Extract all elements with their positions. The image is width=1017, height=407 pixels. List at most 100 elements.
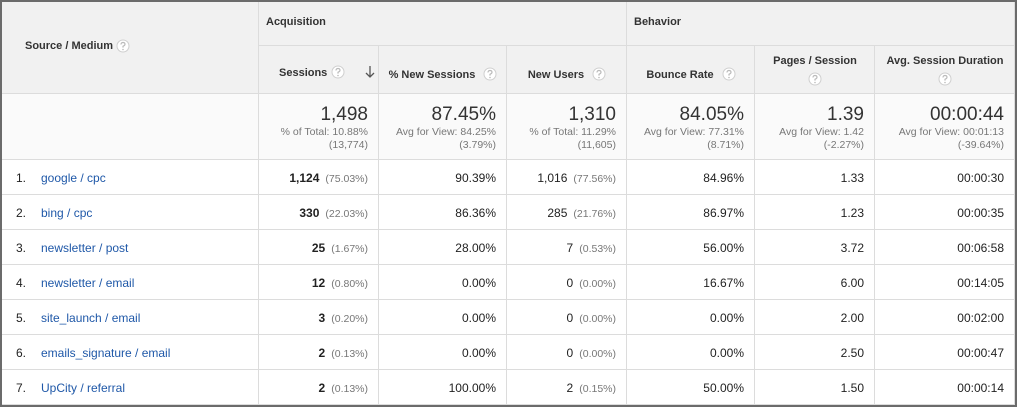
metric-value: 0 [566,346,574,360]
total-detail: (11,605) [577,139,616,151]
metric-wrap: 2 (0.13%) [319,381,368,395]
help-icon[interactable] [592,67,606,81]
source-link[interactable]: emails_signature / email [41,346,171,360]
metric-wrap: 84.96% [703,171,744,185]
metric-wrap: 100.00% [449,381,496,395]
column-label: Sessions [279,67,328,79]
totals-cell: 87.45% Avg for View: 84.25% (3.79%) [379,94,507,160]
totals-label-cell [2,94,259,160]
group-header: Acquisition [259,2,627,46]
help-icon[interactable] [722,67,736,81]
metric-wrap: 1,016 (77.56%) [537,171,616,185]
metric-wrap: 0 (0.00%) [567,311,616,325]
metric-value: 1.50 [840,381,864,395]
metric-wrap: 1,124 (75.03%) [289,171,368,185]
metric-cell: 0.00% [379,300,507,335]
metric-wrap: 1.50 [841,381,864,395]
column-header[interactable]: % New Sessions [379,46,507,94]
metric-cell: 86.36% [379,195,507,230]
metric-share: (77.56%) [573,173,616,185]
metric-cell: 2 (0.15%) [507,370,627,405]
source-cell: 2. bing / cpc [2,195,259,230]
metric-wrap: 00:00:14 [957,381,1004,395]
sort-arrow[interactable] [365,65,375,79]
metric-value: 2 [566,381,574,395]
column-label-wrap: % New Sessions [379,67,507,81]
metric-wrap: 00:14:05 [957,276,1004,290]
source-link[interactable]: google / cpc [41,171,106,185]
metric-value: 3.72 [840,241,864,255]
column-label: New Users [527,69,585,81]
metric-value: 1.23 [840,206,864,220]
metric-cell: 00:00:47 [875,335,1015,370]
help-icon[interactable] [808,72,822,86]
source-link[interactable]: UpCity / referral [41,381,126,395]
metric-wrap: 0 (0.00%) [567,276,616,290]
metric-value: 0 [566,311,574,325]
group-header: Behavior [627,2,1015,46]
metric-wrap: 56.00% [703,241,744,255]
metric-cell: 1,124 (75.03%) [259,160,379,195]
column-header[interactable]: Sessions [259,46,379,94]
metric-cell: 100.00% [379,370,507,405]
metric-share: (0.00%) [579,313,616,325]
metric-wrap: 2 (0.15%) [567,381,616,395]
metric-wrap: 90.39% [455,171,496,185]
column-header[interactable]: Pages / Session [755,46,875,94]
metric-wrap: 0.00% [462,276,496,290]
help-icon[interactable] [938,72,952,86]
source-link[interactable]: newsletter / email [41,276,135,290]
metric-value: 2.00 [840,311,864,325]
column-label: Avg. Session Duration [886,55,1004,67]
metric-cell: 25 (1.67%) [259,230,379,265]
column-header[interactable]: New Users [507,46,627,94]
column-label: % New Sessions [388,69,476,81]
metric-share: (75.03%) [325,173,368,185]
metric-value: 84.96% [703,171,744,185]
metric-value: 0.00% [709,311,744,325]
metric-wrap: 28.00% [455,241,496,255]
metric-value: 00:02:00 [957,311,1004,325]
metric-wrap: 00:00:30 [957,171,1004,185]
header-label: Source / Medium [25,40,114,52]
metric-cell: 00:14:05 [875,265,1015,300]
metric-wrap: 86.97% [703,206,744,220]
row-index: 7. [16,381,27,395]
metric-value: 00:14:05 [957,276,1004,290]
group-label: Behavior [634,16,682,28]
column-header[interactable]: Avg. Session Duration [875,46,1015,94]
metric-cell: 90.39% [379,160,507,195]
source-link[interactable]: bing / cpc [41,206,93,220]
source-cell: 6. emails_signature / email [2,335,259,370]
column-header[interactable]: Bounce Rate [627,46,755,94]
help-icon[interactable] [116,39,130,53]
metric-cell: 00:06:58 [875,230,1015,265]
metric-wrap: 2.00 [841,311,864,325]
metric-value: 1,016 [537,171,568,185]
metric-share: (1.67%) [331,243,368,255]
source-link[interactable]: site_launch / email [41,311,141,325]
metric-share: (0.13%) [331,348,368,360]
total-detail: (3.79%) [459,139,496,151]
metric-value: 0.00% [461,346,496,360]
metric-value: 0 [566,276,574,290]
source-link[interactable]: newsletter / post [41,241,129,255]
metric-cell: 86.97% [627,195,755,230]
metric-value: 285 [547,206,568,220]
column-label-wrap: New Users [507,67,627,81]
metric-wrap: 00:00:47 [957,346,1004,360]
totals-cell: 1,498% of Total: 10.88% (13,774) [259,94,379,160]
metric-cell: 84.96% [627,160,755,195]
metric-share: (0.20%) [331,313,368,325]
metric-cell: 28.00% [379,230,507,265]
metric-value: 00:00:47 [957,346,1004,360]
metric-wrap: 0.00% [710,346,744,360]
metric-wrap: 3.72 [841,241,864,255]
row-index: 5. [16,311,27,325]
metric-wrap: 25 (1.67%) [312,241,368,255]
help-icon[interactable] [331,65,345,79]
metric-value: 28.00% [455,241,496,255]
metric-wrap: 6.00 [841,276,864,290]
help-icon[interactable] [483,67,497,81]
